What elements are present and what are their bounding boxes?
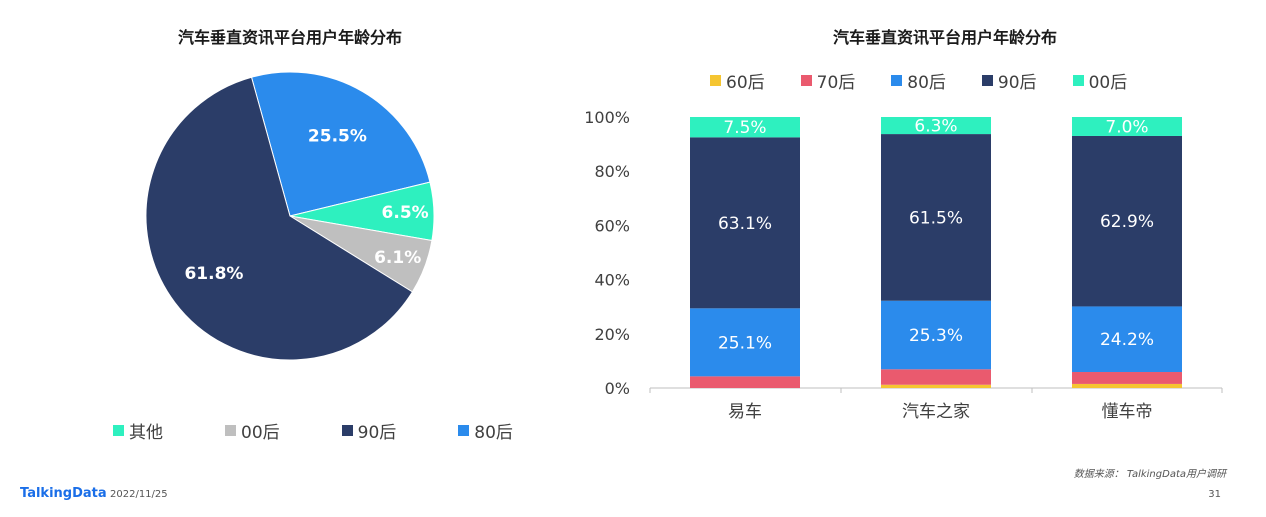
bar-data-label: 61.5% bbox=[909, 208, 963, 228]
pie-legend-item-90: 90后 bbox=[341, 418, 397, 443]
pie-legend-label-00: 00后 bbox=[241, 423, 280, 443]
x-tick-label: 汽车之家 bbox=[902, 402, 970, 422]
bar-legend-label-80: 80后 bbox=[907, 73, 946, 93]
pie-legend-swatch-other bbox=[113, 425, 124, 436]
bar-legend-swatch-70 bbox=[800, 75, 812, 86]
bar-data-label: 7.5% bbox=[723, 118, 766, 138]
bar-legend-label-60: 60后 bbox=[726, 73, 765, 93]
y-tick-label: 20% bbox=[594, 325, 630, 344]
y-tick-label: 0% bbox=[605, 379, 630, 398]
pie-legend: 其他 00后 90后 80后 bbox=[113, 418, 575, 443]
y-tick-label: 100% bbox=[584, 108, 630, 127]
bar-segment bbox=[881, 134, 991, 301]
bar-segment bbox=[690, 137, 800, 309]
bar-segment bbox=[1072, 306, 1182, 373]
bar-legend-swatch-80 bbox=[891, 75, 903, 86]
pie-legend-label-80: 80后 bbox=[474, 423, 513, 443]
bar-segment bbox=[881, 300, 991, 370]
bar-data-label: 24.2% bbox=[1100, 330, 1154, 350]
bar-segment bbox=[881, 384, 991, 388]
pie-legend-label-90: 90后 bbox=[357, 423, 397, 443]
data-source-note: 数据来源： TalkingData用户调研 bbox=[1073, 469, 1226, 480]
bar-segment bbox=[1072, 117, 1182, 136]
bar-segment bbox=[1072, 383, 1182, 388]
pie-legend-swatch-80 bbox=[458, 425, 470, 436]
bar-legend-label-90: 90后 bbox=[997, 73, 1037, 93]
bar-segment bbox=[1072, 135, 1182, 307]
bar-data-label: 62.9% bbox=[1100, 212, 1154, 232]
bar-segment bbox=[881, 369, 991, 385]
y-tick-label: 60% bbox=[594, 216, 630, 235]
bar-legend: 60后 70后 80后 90后 00后 bbox=[710, 68, 1163, 93]
bar-data-label: 6.3% bbox=[914, 117, 957, 137]
x-tick-label: 易车 bbox=[728, 402, 762, 422]
bar-legend-swatch-60 bbox=[710, 75, 721, 86]
bar-legend-item-90: 90后 bbox=[981, 68, 1037, 93]
x-tick-label: 懂车帝 bbox=[1102, 402, 1153, 422]
pie-legend-item-other: 其他 bbox=[113, 418, 163, 443]
bar-segment bbox=[690, 117, 800, 138]
pie-legend-swatch-90 bbox=[341, 425, 353, 436]
bar-legend-swatch-90 bbox=[981, 75, 993, 86]
report-date: 2022/11/25 bbox=[110, 489, 168, 500]
pie-legend-item-00: 00后 bbox=[225, 418, 280, 443]
y-tick-label: 80% bbox=[594, 162, 630, 181]
bar-data-label: 63.1% bbox=[718, 214, 772, 234]
pie-legend-label-other: 其他 bbox=[129, 423, 163, 443]
pie-legend-swatch-00 bbox=[225, 425, 236, 436]
bar-legend-swatch-00 bbox=[1072, 75, 1084, 86]
bar-data-label: 7.0% bbox=[1105, 117, 1148, 137]
bar-legend-label-00: 00后 bbox=[1088, 73, 1128, 93]
pie-legend-item-80: 80后 bbox=[458, 418, 513, 443]
brand-logo-text: TalkingData bbox=[20, 486, 107, 501]
bar-legend-item-80: 80后 bbox=[891, 68, 946, 93]
bar-legend-item-00: 00后 bbox=[1072, 68, 1128, 93]
y-tick-label: 40% bbox=[594, 271, 630, 290]
bar-data-label: 25.3% bbox=[909, 326, 963, 346]
bar-chart-title: 汽车垂直资讯平台用户年龄分布 bbox=[832, 28, 1057, 47]
bar-segment bbox=[1072, 372, 1182, 384]
bar-legend-item-60: 60后 bbox=[710, 68, 765, 93]
bar-legend-label-70: 70后 bbox=[816, 73, 856, 93]
page-number: 31 bbox=[1208, 489, 1221, 500]
bar-segment bbox=[690, 376, 800, 388]
bar-data-label: 25.1% bbox=[718, 333, 772, 353]
bar-legend-item-70: 70后 bbox=[800, 68, 856, 93]
pie-chart-title: 汽车垂直资讯平台用户年龄分布 bbox=[177, 28, 402, 47]
bar-segment bbox=[881, 117, 991, 135]
bar-segment bbox=[690, 308, 800, 377]
